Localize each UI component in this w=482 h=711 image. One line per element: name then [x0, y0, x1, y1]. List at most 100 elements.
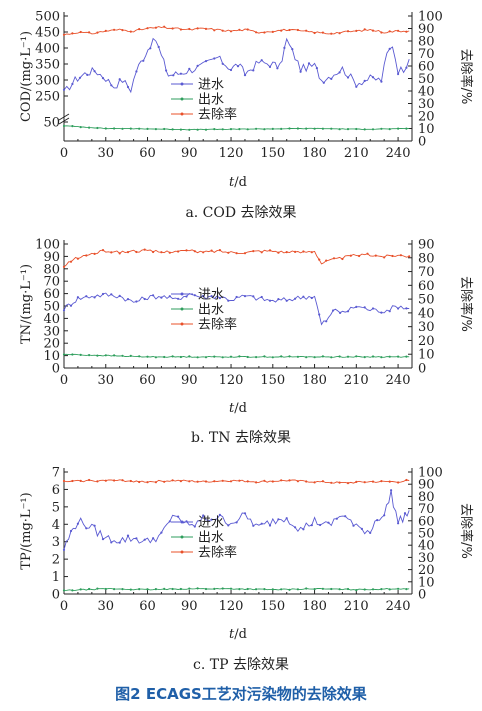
series-point — [268, 299, 272, 302]
series-point — [344, 515, 347, 518]
series-point — [188, 480, 191, 483]
legend-swatch-marker — [180, 520, 184, 524]
y2-axis-label: 去除率/% — [458, 503, 474, 559]
series-point — [238, 28, 241, 31]
series-point — [355, 355, 358, 358]
series-point — [371, 480, 375, 483]
series-point — [168, 251, 171, 254]
x-tick-label: 180 — [302, 599, 327, 614]
series-point — [88, 126, 91, 129]
series-point — [177, 297, 180, 300]
series-point — [69, 304, 73, 307]
series-point — [280, 588, 283, 591]
series-line-effluent — [63, 587, 410, 591]
legend-swatch-marker — [180, 307, 184, 311]
series-point — [96, 480, 99, 483]
series-point — [71, 589, 74, 592]
y-tick-label: 10 — [43, 349, 60, 364]
series-point — [79, 588, 82, 591]
series-point — [152, 294, 155, 297]
series-point — [104, 127, 107, 130]
series-point — [305, 480, 308, 483]
series-point — [221, 479, 224, 482]
series-point — [338, 71, 341, 74]
series-point — [405, 66, 408, 69]
x-tick-label: 90 — [181, 373, 198, 388]
series-point — [405, 307, 408, 310]
y2-tick-label: 50 — [418, 527, 435, 542]
series-point — [260, 59, 263, 62]
series-point — [202, 251, 205, 254]
series-point — [325, 259, 328, 262]
series-point — [310, 251, 313, 254]
y-tick-label: 3 — [52, 535, 60, 550]
y2-tick-label: 20 — [418, 110, 435, 125]
series-point — [179, 128, 182, 131]
series-point — [330, 587, 333, 591]
series-point — [397, 307, 400, 310]
series-point — [280, 127, 283, 130]
series-point — [346, 482, 350, 485]
series-point — [246, 355, 249, 359]
series-point — [126, 534, 130, 537]
x-tick-label: 240 — [386, 373, 411, 388]
series-point — [129, 588, 132, 591]
y2-tick-label: 20 — [418, 334, 435, 349]
series-point — [76, 257, 79, 260]
series-point — [76, 522, 79, 525]
series-point — [296, 127, 299, 130]
series-point — [327, 521, 330, 524]
series-point — [229, 68, 233, 72]
series-point — [371, 29, 375, 32]
series-point — [363, 306, 366, 309]
series-point — [235, 521, 238, 524]
series-point — [113, 354, 116, 357]
y2-tick-label: 100 — [418, 466, 443, 481]
series-point — [260, 522, 263, 525]
series-point — [149, 47, 152, 50]
series-point — [246, 28, 249, 31]
series-point — [252, 69, 255, 72]
series-point — [271, 480, 274, 483]
y2-tick-label: 80 — [418, 35, 435, 50]
series-point — [179, 28, 182, 31]
series-point — [76, 296, 79, 299]
series-point — [104, 29, 107, 32]
series-point — [288, 28, 291, 32]
series-point — [138, 355, 141, 358]
series-point — [229, 30, 233, 33]
series-point — [146, 27, 149, 30]
series-point — [294, 297, 297, 300]
series-point — [363, 481, 366, 484]
series-point — [280, 479, 283, 482]
series-point — [101, 249, 105, 252]
series-point — [268, 249, 272, 252]
series-point — [366, 252, 369, 255]
y-tick-label: 5 — [52, 500, 60, 515]
series-point — [110, 541, 113, 544]
series-point — [113, 28, 116, 31]
series-point — [229, 128, 233, 131]
series-point — [104, 354, 107, 357]
y-tick-label: 2 — [52, 553, 60, 568]
series-point — [104, 587, 107, 591]
series-point — [252, 524, 255, 527]
series-point — [305, 127, 308, 130]
series-point — [227, 251, 230, 254]
legend-swatch-marker — [180, 535, 184, 539]
series-point — [358, 254, 361, 258]
y-tick-label: 20 — [43, 337, 60, 352]
series-point — [177, 250, 180, 253]
y2-tick-label: 70 — [418, 265, 435, 280]
x-tick-label: 30 — [97, 599, 114, 614]
series-point — [101, 77, 105, 80]
series-point — [302, 250, 305, 253]
y2-tick-label: 0 — [418, 135, 426, 150]
series-point — [69, 529, 73, 533]
series-point — [397, 587, 400, 590]
series-point — [255, 481, 258, 484]
series-point — [238, 128, 241, 131]
series-point — [321, 31, 324, 34]
series-point — [391, 254, 394, 258]
